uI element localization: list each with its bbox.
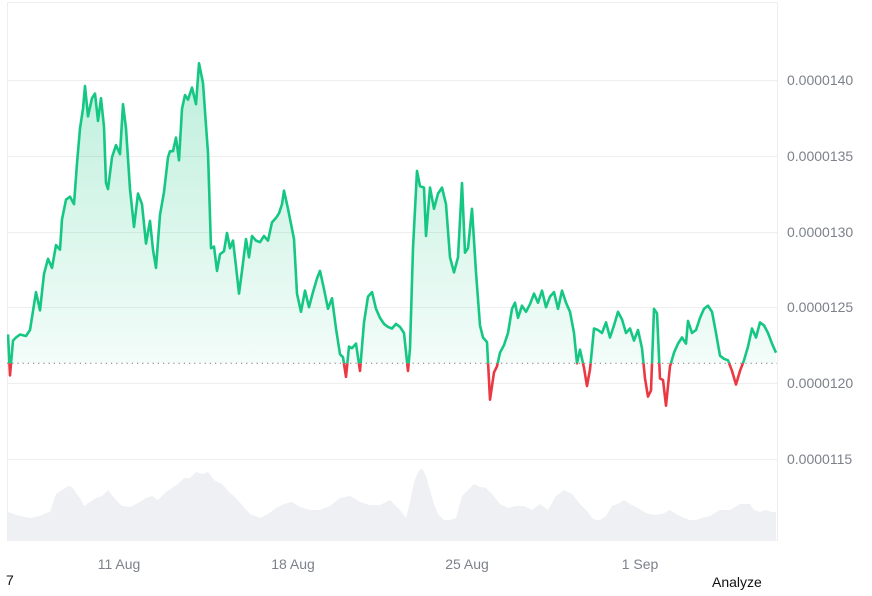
price-line[interactable]	[7, 62, 778, 407]
x-tick-label-3: 1 Sep	[621, 556, 659, 572]
volume-area	[8, 468, 776, 540]
y-tick-label-3: 0.0000125	[787, 299, 854, 315]
y-tick-label-4: 0.0000120	[787, 375, 854, 391]
y-tick-label-2: 0.0000130	[787, 224, 854, 240]
plot-border	[7, 2, 778, 541]
footer-left-text: 7	[6, 572, 14, 588]
analyze-link[interactable]: Analyze	[712, 574, 762, 590]
y-tick-label-0: 0.0000140	[787, 72, 854, 88]
x-tick-label-0: 11 Aug	[97, 556, 141, 572]
x-tick-label-1: 18 Aug	[271, 556, 315, 572]
y-tick-label-1: 0.0000135	[787, 148, 854, 164]
x-tick-label-2: 25 Aug	[445, 556, 489, 572]
y-tick-label-5: 0.0000115	[787, 451, 853, 467]
